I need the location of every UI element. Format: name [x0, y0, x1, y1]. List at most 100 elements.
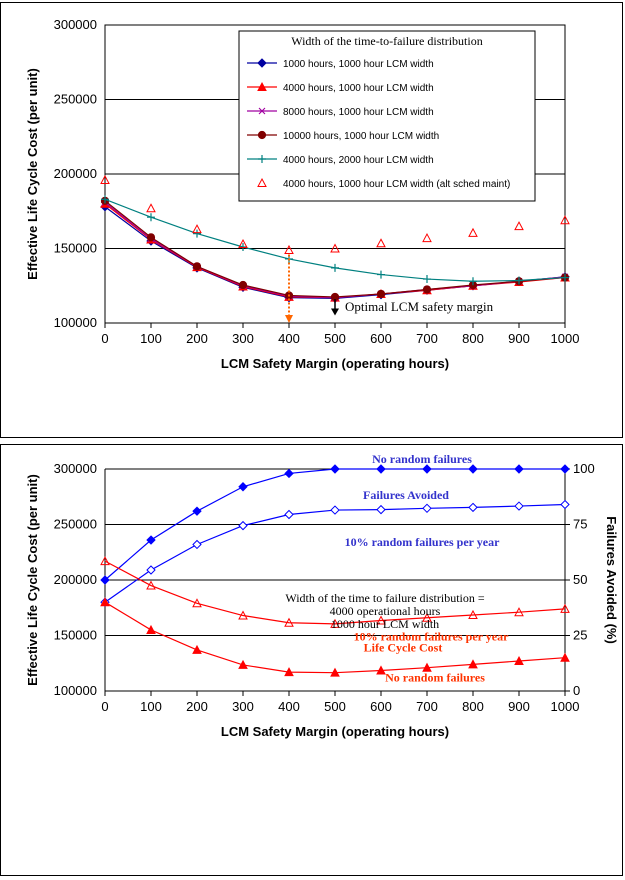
x-axis-label: LCM Safety Margin (operating hours): [221, 724, 449, 739]
x-tick-label: 800: [462, 331, 484, 346]
legend-entry: 8000 hours, 1000 hour LCM width: [283, 107, 434, 118]
x-tick-label: 200: [186, 331, 208, 346]
data-point-s1: [284, 509, 294, 520]
data-point-s5: [238, 238, 248, 249]
data-point-s0: [238, 482, 248, 492]
data-point-s3: [376, 665, 386, 675]
x-axis-label: LCM Safety Margin (operating hours): [221, 356, 449, 371]
data-point-s5: [422, 233, 432, 243]
data-point-s5: [376, 238, 386, 248]
x-tick-label: 400: [278, 699, 300, 714]
data-point-s2: [238, 610, 248, 620]
data-point-s4: [147, 213, 155, 222]
y-tick-label: 200000: [54, 166, 97, 181]
data-point-s4: [377, 270, 385, 279]
data-point-s5: [146, 203, 156, 213]
data-point-s0: [514, 464, 524, 474]
data-point-s3: [422, 285, 432, 294]
data-point-s3: [238, 659, 248, 669]
y-tick-label: 250000: [54, 517, 97, 532]
x-tick-label: 300: [232, 331, 254, 346]
data-point-s4: [331, 263, 339, 272]
data-point-s2: [514, 607, 524, 617]
y2-tick-label: 25: [573, 628, 587, 643]
data-point-s5: [468, 227, 478, 237]
data-point-s1: [468, 502, 478, 513]
y-tick-label: 150000: [54, 241, 97, 256]
data-point-s0: [422, 464, 432, 474]
y2-tick-label: 50: [573, 572, 587, 587]
x-tick-label: 1000: [551, 699, 580, 714]
data-point-s2: [284, 617, 294, 627]
label-life-cycle-cost: Life Cycle Cost: [364, 641, 443, 655]
y-axis-label: Effective Life Cycle Cost (per unit): [25, 68, 40, 280]
data-point-s4: [561, 273, 569, 282]
x-tick-label: 900: [508, 699, 530, 714]
data-point-s3: [376, 289, 386, 299]
y-tick-label: 150000: [54, 628, 97, 643]
x-tick-label: 900: [508, 331, 530, 346]
cost-vs-margin-chart: 100000 150000 200000 250000 300000 0 100 200 300…: [25, 17, 580, 371]
data-point-s2: [376, 615, 386, 625]
data-point-s4: [193, 229, 201, 238]
data-point-s5: [560, 215, 570, 225]
data-point-s3: [192, 644, 202, 654]
x-tick-label: 700: [416, 331, 438, 346]
data-point-s2: [422, 612, 432, 622]
y2-axis-label: Failures Avoided (%): [604, 516, 619, 644]
x-tick-label: 100: [140, 699, 162, 714]
y2-tick-label: 100: [573, 461, 595, 476]
x-tick-label: 600: [370, 331, 392, 346]
data-point-s1: [146, 565, 156, 575]
series-line-1: [104, 503, 566, 603]
data-point-s1: [514, 501, 524, 511]
legend-entry: 10000 hours, 1000 hour LCM width: [283, 131, 439, 142]
data-point-s0: [284, 468, 294, 479]
label-failures-avoided: Failures Avoided: [363, 488, 449, 502]
optimal-label: Optimal LCM safety margin: [345, 299, 494, 314]
data-point-s0: [560, 464, 570, 474]
optimal-arrow-head: [331, 308, 339, 316]
data-point-s2: [468, 609, 478, 619]
x-tick-label: 700: [416, 699, 438, 714]
data-point-s1: [238, 520, 248, 531]
data-point-s1: [192, 539, 202, 550]
data-point-s1: [560, 499, 570, 510]
data-point-s3: [146, 624, 156, 634]
data-point-s2: [146, 580, 156, 590]
x-tick-label: 200: [186, 699, 208, 714]
data-point-s3: [192, 262, 202, 271]
legend-marker: [257, 81, 267, 91]
data-point-s5: [100, 174, 110, 184]
data-point-s4: [469, 277, 477, 286]
legend-marker: [257, 58, 267, 68]
data-point-s3: [330, 667, 340, 677]
data-point-s2: [192, 598, 202, 608]
data-point-s0: [376, 464, 386, 474]
legend-title: Width of the time-to-failure distributio…: [291, 34, 482, 48]
x-tick-label: 100: [140, 331, 162, 346]
data-point-s3: [514, 655, 524, 666]
legend-entry: 4000 hours, 1000 hour LCM width: [283, 83, 434, 94]
data-point-s3: [560, 652, 570, 662]
data-point-s3: [238, 280, 248, 290]
data-point-s3: [284, 667, 294, 677]
data-point-s2: [560, 603, 570, 613]
data-point-s5: [284, 244, 294, 254]
label-ten-pct-bottom: 10% random failures per year: [354, 629, 510, 643]
x-tick-label: 1000: [551, 331, 580, 346]
label-no-random-top: No random failures: [372, 452, 472, 466]
x-tick-label: 500: [324, 699, 346, 714]
y-tick-label: 250000: [54, 92, 97, 107]
y-tick-label: 300000: [54, 461, 97, 476]
x-tick-label: 600: [370, 699, 392, 714]
data-point-s3: [422, 662, 432, 672]
data-point-s4: [239, 243, 247, 252]
x-tick-label: 300: [232, 699, 254, 714]
x-tick-label: 400: [278, 331, 300, 346]
x-tick-label: 800: [462, 699, 484, 714]
data-point-s2: [330, 618, 340, 628]
x-tick-label: 500: [324, 331, 346, 346]
data-point-s3: [100, 597, 110, 607]
data-point-s4: [515, 276, 523, 285]
